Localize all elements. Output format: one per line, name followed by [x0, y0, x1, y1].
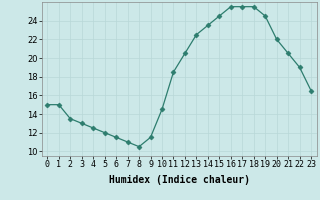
X-axis label: Humidex (Indice chaleur): Humidex (Indice chaleur)	[109, 175, 250, 185]
